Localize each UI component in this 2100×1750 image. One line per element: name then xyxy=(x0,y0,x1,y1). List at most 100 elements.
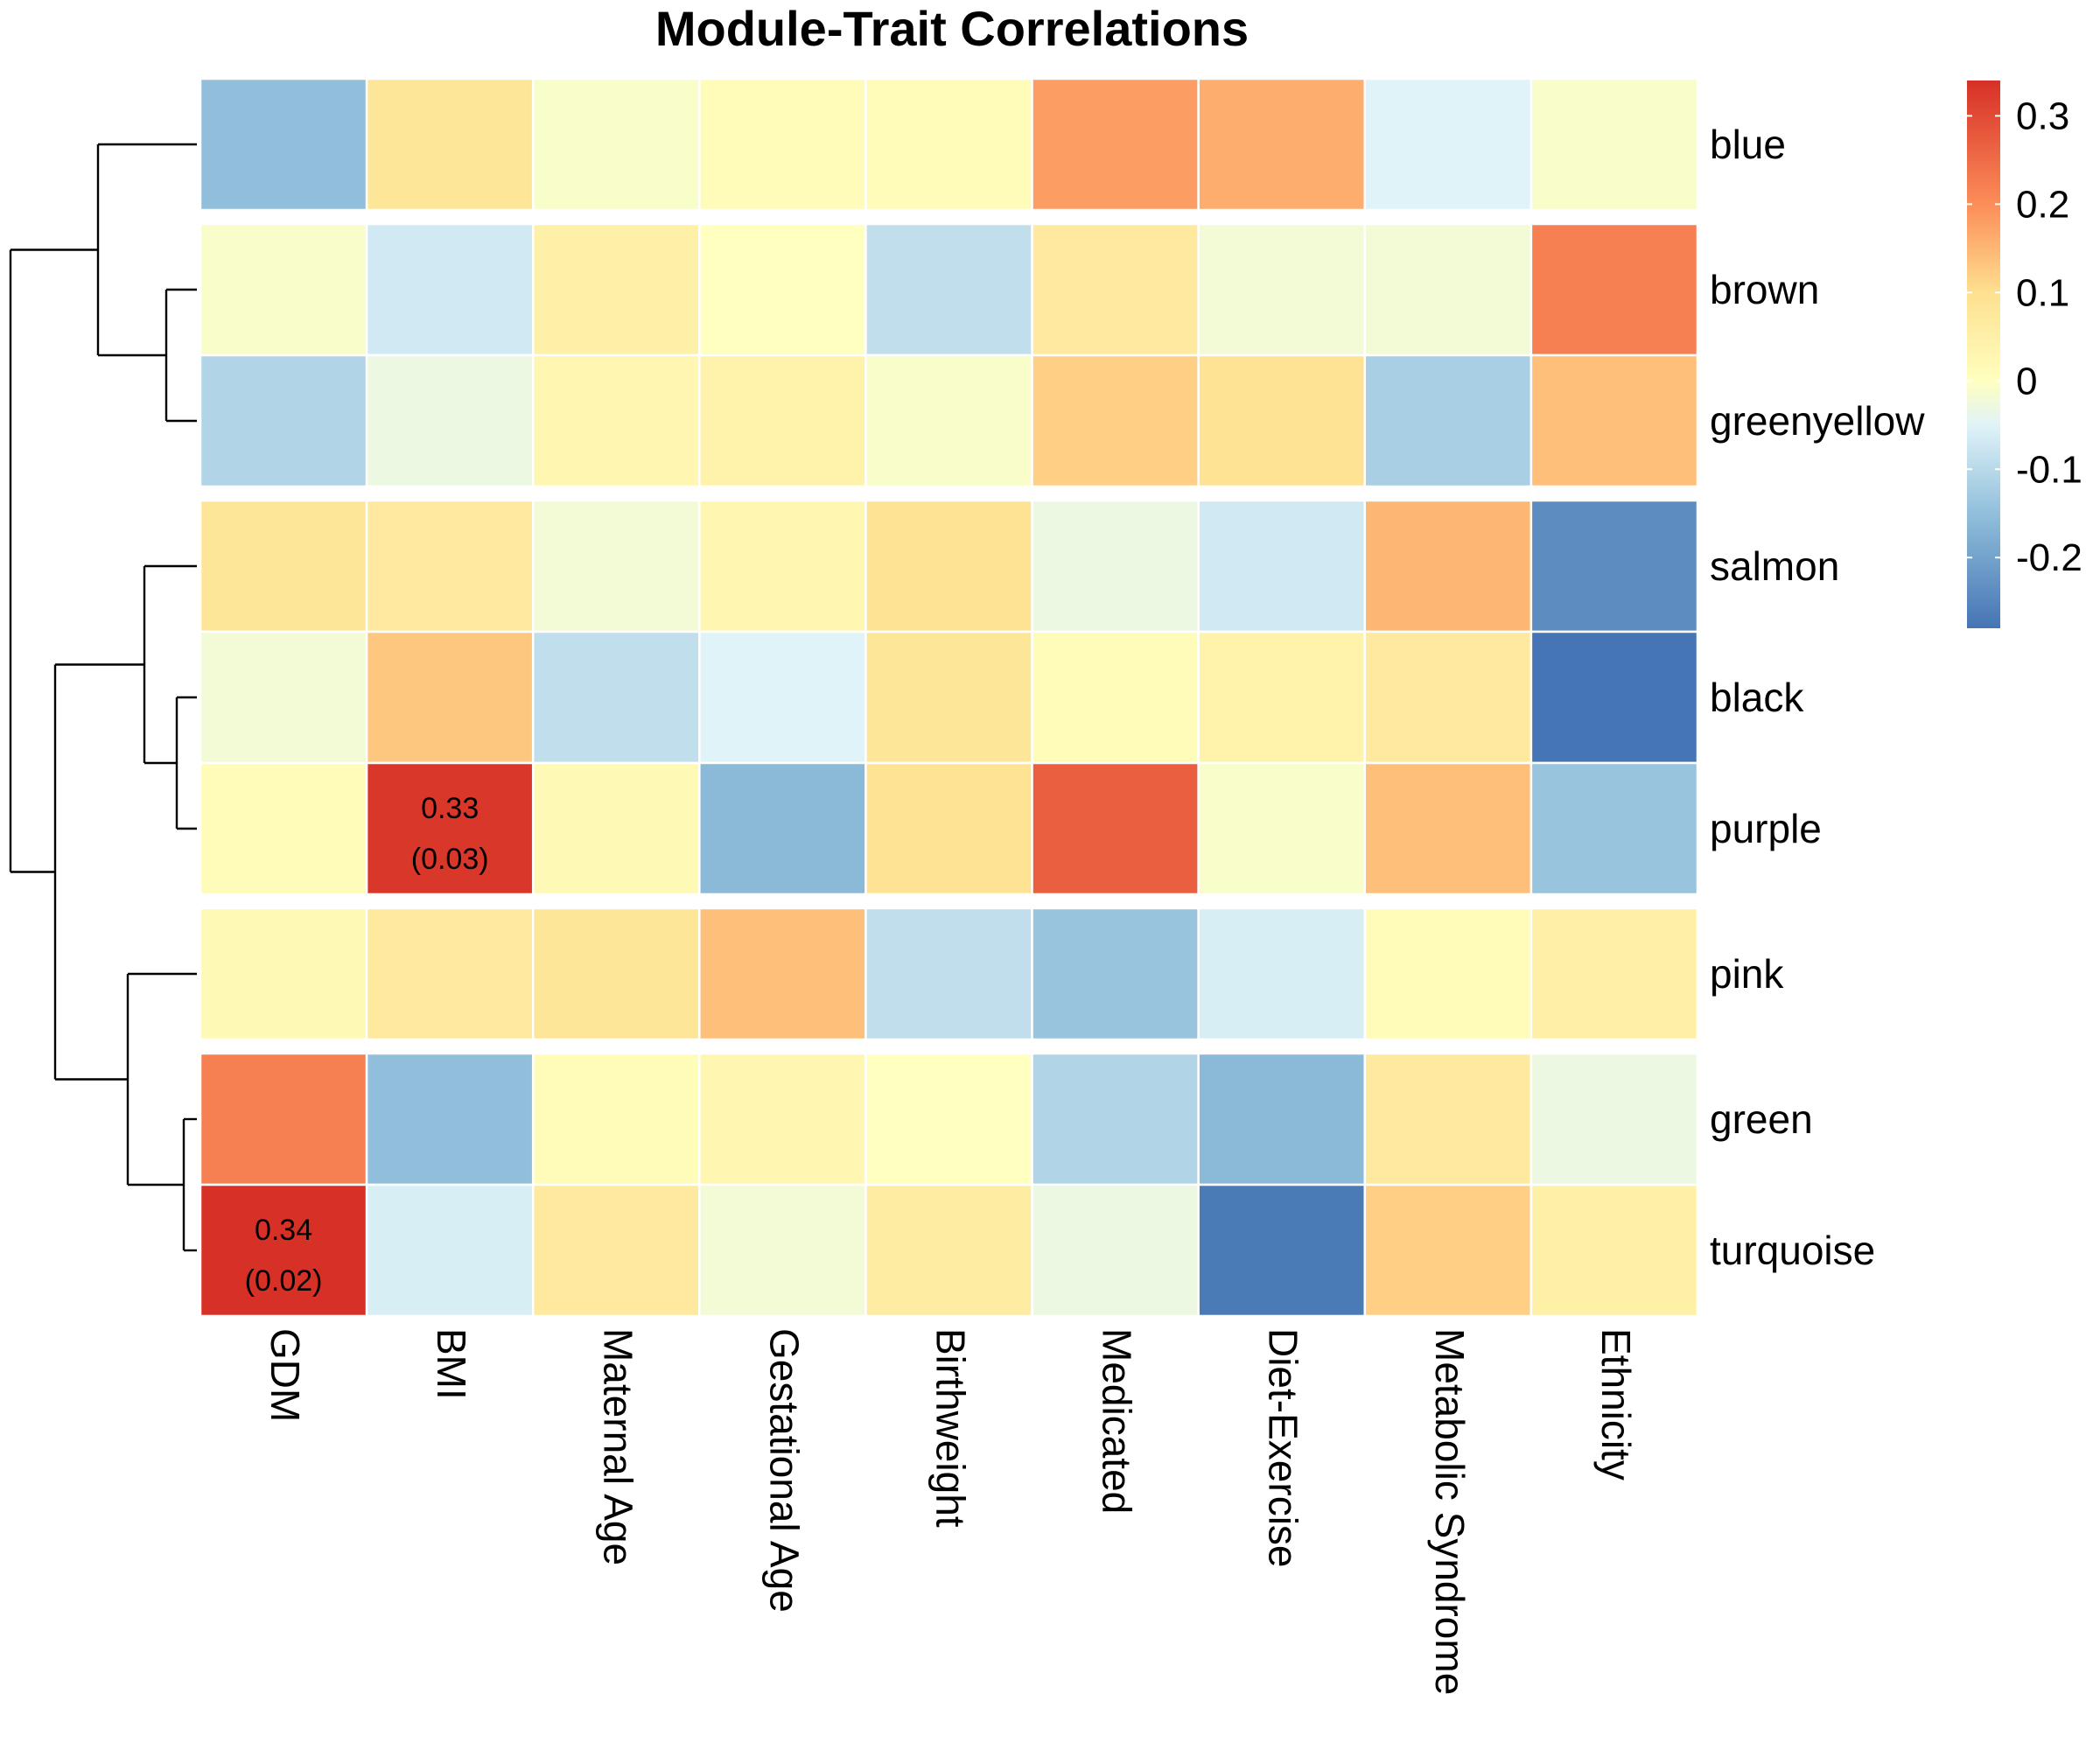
heatmap-cell xyxy=(1197,1052,1367,1186)
heatmap-cell xyxy=(531,222,701,357)
heatmap-cell xyxy=(1031,222,1200,357)
heatmap-cell xyxy=(1363,222,1533,357)
heatmap-cell xyxy=(365,1183,535,1318)
legend-tick-label: -0.2 xyxy=(2016,536,2082,579)
heatmap-cell xyxy=(1363,77,1533,212)
heatmap-cell xyxy=(199,499,368,634)
heatmap-cell xyxy=(365,77,535,212)
heatmap-cell xyxy=(1363,499,1533,634)
heatmap-cell xyxy=(199,630,368,765)
heatmap-cell xyxy=(864,761,1033,896)
heatmap-cell xyxy=(698,499,867,634)
column-labels: GDM BMI Maternal Age Gestational Age Birthwe… xyxy=(262,1328,1639,1695)
heatmap-cell xyxy=(698,354,867,488)
row-label: green xyxy=(1710,1096,1813,1142)
heatmap-cell xyxy=(1197,222,1367,357)
heatmap-cell xyxy=(1363,906,1533,1041)
column-label: BMI xyxy=(429,1328,474,1400)
heatmap-cell xyxy=(1530,499,1699,634)
heatmap-cell xyxy=(1197,761,1367,896)
heatmap-cell xyxy=(698,1183,867,1318)
heatmap-cell xyxy=(864,77,1033,212)
cell-value-label: 0.33 xyxy=(421,792,479,825)
heatmap-cell xyxy=(531,77,701,212)
heatmap-cell xyxy=(1031,630,1200,765)
heatmap-cell xyxy=(1031,761,1200,896)
heatmap-cell xyxy=(531,1052,701,1186)
heatmap-cell xyxy=(864,1052,1033,1186)
heatmap-cell xyxy=(698,1052,867,1186)
heatmap-cell xyxy=(864,354,1033,488)
heatmap-cell xyxy=(1031,354,1200,488)
heatmap-cell xyxy=(531,499,701,634)
row-label: pink xyxy=(1710,951,1784,997)
column-label: Gestational Age xyxy=(761,1328,807,1613)
heatmap-cell xyxy=(1530,906,1699,1041)
column-label: Diet-Exercise xyxy=(1261,1328,1306,1568)
heatmap-cell xyxy=(864,499,1033,634)
heatmap-cell xyxy=(1031,906,1200,1041)
column-label: Maternal Age xyxy=(595,1328,640,1565)
column-label: GDM xyxy=(262,1328,308,1422)
row-label: greenyellow xyxy=(1710,398,1925,444)
row-label: salmon xyxy=(1710,543,1839,589)
chart-title: Module-Trait Correlations xyxy=(655,1,1249,56)
heatmap-cell xyxy=(864,222,1033,357)
heatmap-cell xyxy=(1197,354,1367,488)
heatmap-cell xyxy=(864,630,1033,765)
color-legend: 0.3 0.2 0.1 0 -0.1 -0.2 xyxy=(1967,80,2082,628)
heatmap-cell xyxy=(365,761,535,896)
heatmap-cell xyxy=(531,761,701,896)
heatmap-cell xyxy=(1530,1183,1699,1318)
heatmap-cell xyxy=(531,1183,701,1318)
heatmap-cell xyxy=(365,630,535,765)
heatmap-cell xyxy=(1363,1052,1533,1186)
heatmap-cell xyxy=(531,630,701,765)
column-label: Metabolic Syndrome xyxy=(1427,1328,1473,1695)
legend-tick-label: -0.1 xyxy=(2016,448,2082,491)
legend-tick-label: 0.3 xyxy=(2016,94,2069,137)
heatmap-cell xyxy=(1363,354,1533,488)
heatmap-cell xyxy=(199,77,368,212)
column-label: Birthweight xyxy=(928,1328,974,1528)
heatmap-cell xyxy=(1031,1183,1200,1318)
legend-tick-label: 0.2 xyxy=(2016,183,2069,226)
heatmap-cell xyxy=(1197,499,1367,634)
heatmap-cell xyxy=(698,906,867,1041)
heatmap-cell xyxy=(199,222,368,357)
heatmap-cell xyxy=(1197,77,1367,212)
heatmap-cell xyxy=(365,354,535,488)
column-label: Ethnicity xyxy=(1593,1328,1639,1480)
heatmap-cell xyxy=(531,906,701,1041)
row-label: black xyxy=(1710,675,1804,720)
heatmap-cell xyxy=(1530,222,1699,357)
heatmap-cell xyxy=(1530,761,1699,896)
heatmap-cell xyxy=(1530,1052,1699,1186)
heatmap-cell xyxy=(1530,77,1699,212)
heatmap-cell xyxy=(1363,761,1533,896)
row-label: brown xyxy=(1710,267,1819,312)
heatmap-cell xyxy=(531,354,701,488)
heatmap-cell xyxy=(1530,630,1699,765)
legend-color-bar xyxy=(1967,80,2000,628)
heatmap-cell xyxy=(1530,354,1699,488)
heatmap-cells: 0.33 (0.03) 0.34 (0.02) xyxy=(199,77,1699,1318)
heatmap-cell xyxy=(698,222,867,357)
heatmap-cell xyxy=(199,906,368,1041)
cell-pvalue-label: (0.02) xyxy=(245,1264,323,1298)
heatmap-cell xyxy=(199,1183,368,1318)
row-labels: blue brown greenyellow salmon black purple pin… xyxy=(1710,122,1925,1273)
heatmap-cell xyxy=(698,761,867,896)
heatmap-cell xyxy=(1363,1183,1533,1318)
row-label: purple xyxy=(1710,806,1822,851)
heatmap-cell xyxy=(199,354,368,488)
heatmap-cell xyxy=(1031,499,1200,634)
legend-tick-label: 0.1 xyxy=(2016,271,2069,314)
heatmap-cell xyxy=(1197,906,1367,1041)
heatmap-cell xyxy=(365,1052,535,1186)
heatmap-cell xyxy=(698,630,867,765)
heatmap-cell xyxy=(864,1183,1033,1318)
row-label: blue xyxy=(1710,122,1786,167)
heatmap-cell xyxy=(1031,77,1200,212)
